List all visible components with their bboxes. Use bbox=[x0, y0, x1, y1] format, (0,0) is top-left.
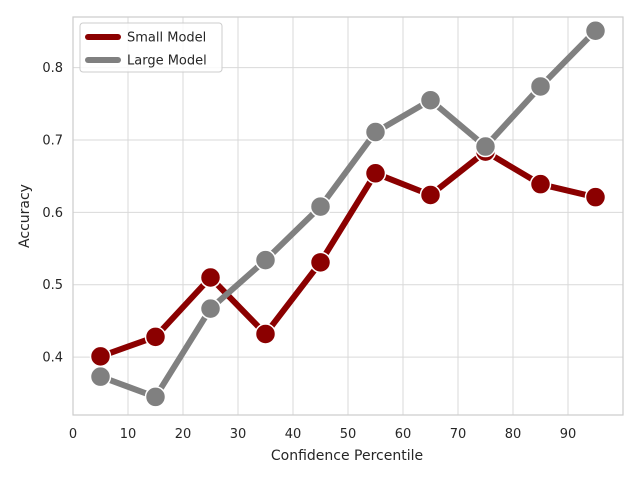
data-point bbox=[584, 19, 607, 42]
axes-border bbox=[72, 16, 624, 416]
data-point bbox=[309, 195, 332, 218]
data-point bbox=[144, 386, 167, 408]
x-tick-label: 20 bbox=[175, 427, 192, 442]
y-tick-label: 0.4 bbox=[42, 351, 63, 366]
data-point bbox=[144, 326, 167, 348]
y-tick-label: 0.7 bbox=[42, 134, 63, 149]
x-tick-label: 90 bbox=[560, 427, 577, 442]
data-point bbox=[419, 184, 442, 206]
data-point bbox=[364, 162, 387, 185]
data-point bbox=[199, 266, 222, 289]
tick-labels: 0 10 20 30 40 50 60 70 80 90 0.4 0.5 0.6 0.7 0.8 bbox=[42, 61, 576, 442]
y-axis-label: Accuracy bbox=[17, 184, 33, 248]
data-point bbox=[89, 345, 112, 368]
x-tick-label: 70 bbox=[450, 427, 467, 442]
data-point bbox=[89, 365, 112, 388]
x-tick-label: 80 bbox=[505, 427, 522, 442]
x-tick-label: 30 bbox=[230, 427, 247, 442]
data-point bbox=[254, 323, 277, 345]
data-point bbox=[254, 249, 277, 271]
legend-label: Large Model bbox=[127, 54, 207, 69]
y-tick-label: 0.8 bbox=[42, 61, 63, 76]
x-tick-label: 10 bbox=[120, 427, 137, 442]
data-point bbox=[309, 251, 332, 274]
series-large-model bbox=[89, 19, 607, 408]
y-tick-label: 0.6 bbox=[42, 206, 63, 221]
x-tick-label: 60 bbox=[395, 427, 412, 442]
axes-frame bbox=[72, 16, 624, 416]
legend-label: Small Model bbox=[127, 31, 206, 46]
data-point bbox=[584, 186, 607, 208]
data-point bbox=[364, 121, 387, 143]
x-axis-label: Confidence Percentile bbox=[271, 448, 423, 464]
data-point bbox=[474, 135, 497, 158]
data-point bbox=[529, 75, 552, 98]
y-tick-label: 0.5 bbox=[42, 278, 63, 293]
x-tick-label: 40 bbox=[285, 427, 302, 442]
data-point bbox=[529, 173, 552, 195]
series-line bbox=[97, 27, 599, 400]
x-tick-label: 0 bbox=[69, 427, 77, 442]
legend: Small Model Large Model bbox=[79, 22, 223, 73]
data-point bbox=[199, 297, 222, 320]
series-small-model bbox=[89, 140, 607, 368]
x-tick-label: 50 bbox=[340, 427, 357, 442]
series-layer bbox=[89, 19, 607, 408]
data-point bbox=[419, 89, 442, 111]
series-line bbox=[97, 148, 599, 360]
